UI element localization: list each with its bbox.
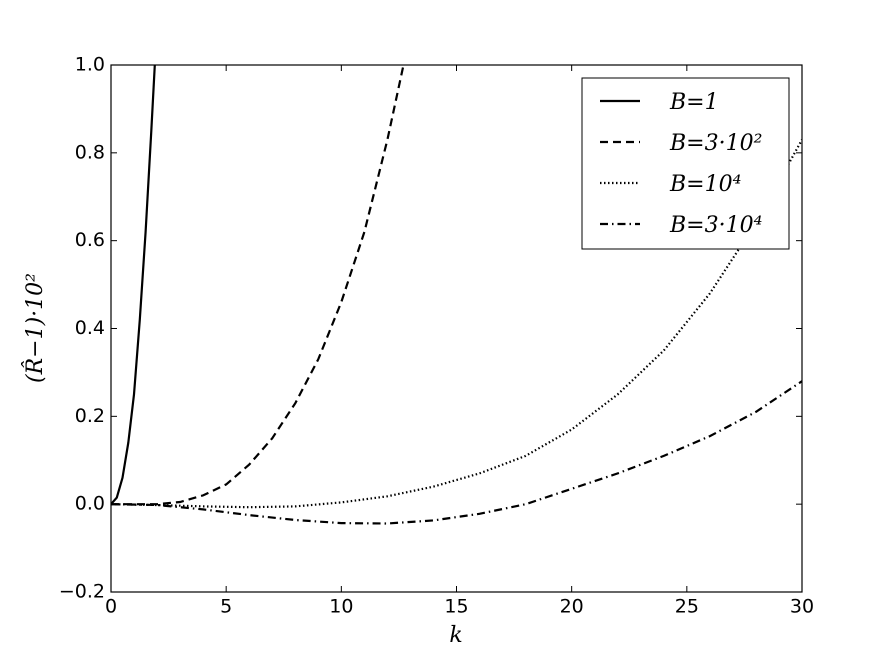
plot-area [111,65,802,525]
x-tick-label: 10 [329,596,353,618]
legend-label: B=3·10⁴ [669,213,762,238]
y-tick-label: 0.8 [75,141,105,163]
x-axis-label: k [449,623,462,648]
legend-label: B=3·10² [669,131,762,156]
y-tick-label: 0.0 [75,493,105,515]
x-tick-label: 25 [675,596,699,618]
y-tick-label: 0.2 [75,405,105,427]
y-tick-label: 0.4 [75,317,105,339]
y-tick-label: 0.6 [75,229,105,251]
x-tick-label: 20 [560,596,584,618]
legend-label: B=1 [669,90,719,115]
y-tick-label: −0.2 [59,581,105,603]
y-tick-label: 1.0 [75,54,105,76]
legend-box [581,77,790,250]
series-line [111,65,156,505]
x-tick-label: 5 [220,596,232,618]
legend-label: B=10⁴ [669,172,741,197]
x-tick-label: 0 [105,596,117,618]
x-tick-label: 30 [790,596,814,618]
y-axis-label: (R̂−1)·10² [22,273,48,383]
series-line [111,139,802,509]
x-tick-label: 15 [444,596,468,618]
plot-frame [110,64,803,593]
